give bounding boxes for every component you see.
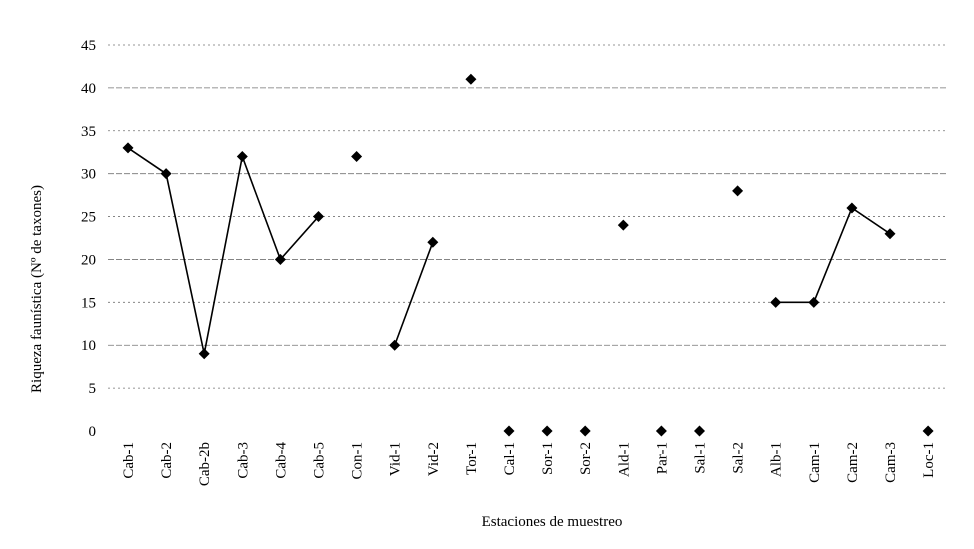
data-point xyxy=(579,425,591,437)
y-axis-ticks: 0 5 10 15 20 25 30 35 40 45 xyxy=(81,38,96,440)
x-axis-label: Estaciones de muestreo xyxy=(482,514,623,530)
data-point xyxy=(274,253,286,265)
x-tick-label: Cam-2 xyxy=(845,442,861,483)
data-point xyxy=(389,339,401,351)
x-tick-label: Sal-2 xyxy=(731,442,747,474)
data-point xyxy=(808,296,820,308)
x-tick-label: Cal-1 xyxy=(502,442,518,475)
data-point xyxy=(122,142,134,154)
x-tick-label: Loc-1 xyxy=(921,442,937,478)
data-point xyxy=(732,185,744,197)
x-tick-label: Con-1 xyxy=(350,442,366,480)
data-point xyxy=(884,228,896,240)
x-tick-label: Cab-1 xyxy=(121,442,137,479)
y-tick-label: 25 xyxy=(81,210,96,226)
y-tick-label: 35 xyxy=(81,124,96,140)
x-axis-ticks: Cab-1 Cab-2 Cab-2b Cab-3 Cab-4 Cab-5 Con-1 Vid-… xyxy=(121,442,937,487)
x-tick-label: Alb-1 xyxy=(769,442,785,477)
data-point xyxy=(160,168,172,180)
data-point xyxy=(617,219,629,231)
x-tick-label: Sor-2 xyxy=(578,442,594,475)
x-tick-label: Cam-1 xyxy=(807,442,823,483)
x-tick-label: Par-1 xyxy=(654,442,670,474)
x-tick-label: Sor-1 xyxy=(540,442,556,475)
y-tick-label: 0 xyxy=(89,424,97,440)
x-tick-label: Tor-1 xyxy=(464,442,480,475)
series-line xyxy=(127,147,320,354)
x-tick-label: Vid-2 xyxy=(426,442,442,476)
y-tick-label: 15 xyxy=(81,295,96,311)
x-tick-label: Cab-2b xyxy=(197,442,213,486)
data-point xyxy=(846,202,858,214)
data-point xyxy=(655,425,667,437)
data-point xyxy=(427,236,439,248)
y-axis-label: Riqueza faunística (Nº de taxones) xyxy=(29,185,45,393)
data-point xyxy=(922,425,934,437)
data-point xyxy=(465,73,477,85)
series-line xyxy=(393,242,434,346)
series-line xyxy=(775,206,891,304)
series-lines xyxy=(127,147,891,354)
y-tick-label: 20 xyxy=(81,252,96,268)
data-point xyxy=(503,425,515,437)
data-point xyxy=(236,151,248,163)
y-tick-label: 30 xyxy=(81,167,96,183)
x-tick-label: Cab-2 xyxy=(159,442,175,479)
data-point xyxy=(198,348,210,360)
y-tick-label: 40 xyxy=(81,81,96,97)
x-tick-label: Cab-4 xyxy=(273,442,289,479)
y-tick-label: 5 xyxy=(89,381,97,397)
grid-lines xyxy=(108,44,948,389)
data-point xyxy=(313,211,324,223)
x-tick-label: Sal-1 xyxy=(693,442,709,474)
x-tick-label: Vid-1 xyxy=(388,442,404,476)
data-point xyxy=(351,151,363,163)
series-markers xyxy=(122,73,934,437)
y-tick-label: 10 xyxy=(81,338,96,354)
x-tick-label: Cab-3 xyxy=(235,442,251,479)
data-point xyxy=(694,425,705,437)
data-point xyxy=(770,296,782,308)
x-tick-label: Ald-1 xyxy=(616,442,632,477)
x-tick-label: Cab-5 xyxy=(312,442,328,479)
x-tick-label: Cam-3 xyxy=(883,442,899,483)
data-point xyxy=(541,425,553,437)
y-tick-label: 45 xyxy=(81,38,96,54)
